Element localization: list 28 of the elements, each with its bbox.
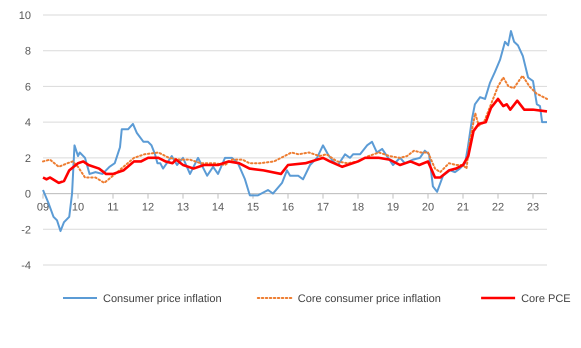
y-tick-label: 6: [24, 81, 31, 94]
x-tick-label: 11: [107, 202, 119, 214]
x-tick-label: 23: [526, 202, 540, 214]
x-tick-label: 20: [422, 202, 434, 214]
x-tick-label: 21: [456, 202, 470, 214]
x-tick-label: 16: [282, 202, 294, 214]
x-tick-label: 14: [212, 202, 224, 214]
x-tick-label: 13: [176, 202, 190, 214]
legend-label: Core PCE: [521, 293, 571, 305]
legend-label: Consumer price inflation: [103, 293, 222, 305]
line-series: [42, 74, 548, 184]
line-series: [42, 98, 548, 184]
x-tick-label: 17: [316, 202, 330, 214]
x-tick-label: 18: [352, 202, 364, 214]
x-tick-label: 19: [386, 202, 400, 214]
y-tick-label: 8: [24, 46, 31, 58]
x-tick-label: 12: [142, 202, 154, 214]
y-tick-label: 0: [24, 188, 31, 201]
x-tick-label: 09: [36, 202, 50, 214]
y-tick-label: -2: [21, 224, 31, 236]
y-tick-label: 10: [18, 10, 31, 22]
legend-label: Core consumer price inflation: [298, 293, 441, 305]
y-tick-label: -4: [21, 260, 31, 272]
x-tick-label: 22: [492, 202, 504, 214]
x-tick-label: 10: [72, 202, 84, 214]
x-tick-label: 15: [246, 202, 260, 214]
y-tick-label: 4: [24, 117, 31, 130]
y-tick-label: 2: [24, 152, 31, 165]
